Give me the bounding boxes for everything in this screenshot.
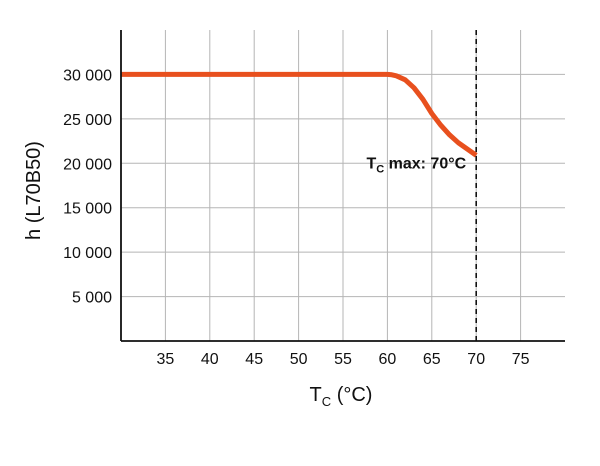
y-tick-label: 20 000: [63, 156, 112, 173]
tc-max-annotation: TC max: 70°C: [366, 155, 466, 175]
x-tick-label: 70: [467, 351, 485, 368]
x-tick-labels: 35 40 45 50 55 60 65 70 75: [157, 351, 530, 368]
x-tick-label: 35: [157, 351, 175, 368]
y-axis-title: h (L70B50): [23, 141, 45, 240]
y-tick-labels: 5 000 10 000 15 000 20 000 25 000 30 000: [63, 67, 112, 306]
grid: [121, 30, 565, 341]
x-tick-label: 40: [201, 351, 219, 368]
axes: [120, 30, 565, 342]
series-layer: [121, 71, 478, 158]
x-tick-label: 65: [423, 351, 441, 368]
x-tick-label: 55: [334, 351, 352, 368]
lifetime-curve: [121, 71, 478, 158]
annotation-main: T: [366, 155, 376, 172]
y-tick-label: 5 000: [72, 290, 112, 307]
x-tick-label: 75: [512, 351, 530, 368]
x-axis-title-suffix: (°C): [331, 384, 372, 406]
x-axis-title: TC (°C): [310, 384, 373, 409]
annotation-suffix: max: 70°C: [384, 155, 466, 172]
y-tick-label: 25 000: [63, 112, 112, 129]
x-tick-label: 50: [290, 351, 308, 368]
annotation-sub: C: [376, 163, 384, 175]
x-tick-label: 60: [379, 351, 397, 368]
y-tick-label: 10 000: [63, 245, 112, 262]
x-axis-title-main: T: [310, 384, 322, 406]
y-tick-label: 30 000: [63, 67, 112, 84]
x-tick-label: 45: [245, 351, 263, 368]
x-axis-title-sub: C: [322, 394, 331, 409]
y-tick-label: 15 000: [63, 201, 112, 218]
